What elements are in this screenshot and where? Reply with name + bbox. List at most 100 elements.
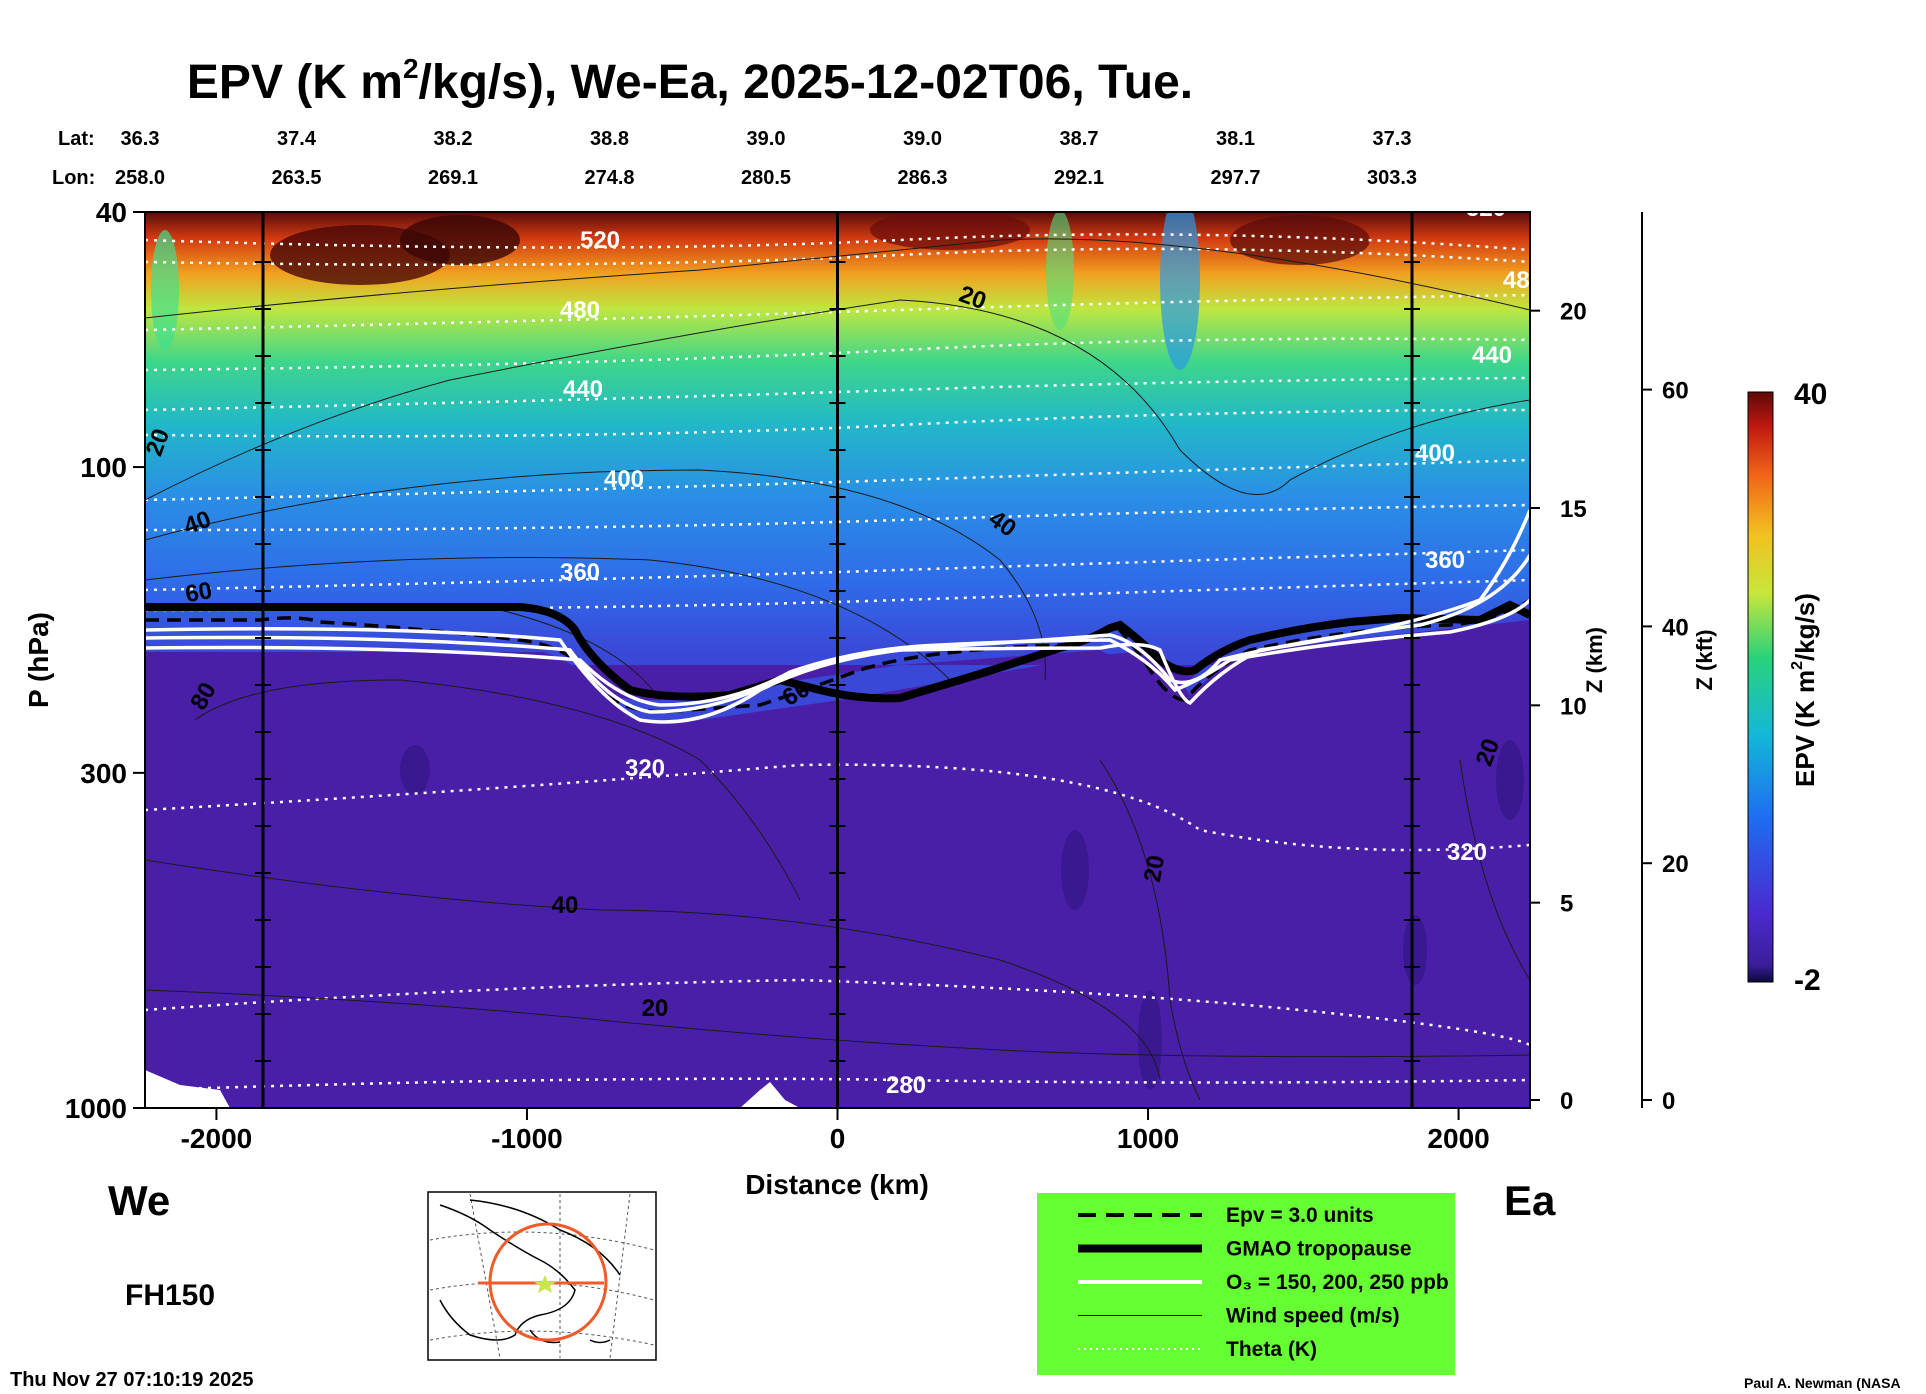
- lat-value: 37.4: [277, 128, 317, 150]
- theta-label: 320: [1447, 839, 1487, 866]
- colorbar-min: -2: [1794, 964, 1821, 997]
- z-km-tick-label: 10: [1560, 693, 1587, 720]
- surface-terrain: [145, 1070, 800, 1108]
- colorbar: [1747, 391, 1774, 983]
- theta-label: 400: [1415, 440, 1455, 467]
- wind-contour: [145, 469, 1046, 681]
- colorbar-label-post: /kg/s): [1790, 593, 1820, 661]
- y-axis-label: P (hPa): [23, 612, 54, 708]
- z-km-tick-label: 15: [1560, 496, 1587, 523]
- forecast-hour: FH150: [125, 1279, 215, 1312]
- ozone-250-contour: [145, 598, 1530, 707]
- theta-label: 520: [580, 227, 620, 254]
- chart-title: EPV (K m2/kg/s), We-Ea, 2025-12-02T06, T…: [187, 53, 1193, 109]
- theta-label: 400: [604, 466, 644, 493]
- theta-label: 480: [1503, 267, 1543, 294]
- wind-contour: [145, 299, 1530, 501]
- wind-label: 60: [183, 577, 214, 608]
- epv-low-blob: [1403, 915, 1427, 985]
- z-km-tick-label: 20: [1560, 299, 1587, 326]
- west-label: We: [108, 1177, 170, 1224]
- epv-low-blob: [400, 745, 430, 795]
- epv-max-patch: [400, 215, 520, 265]
- epv-max-patch: [870, 212, 1030, 250]
- wind-label: 40: [552, 892, 579, 919]
- z-kft-tick-label: 0: [1662, 1088, 1675, 1115]
- z-km-tick-label: 0: [1560, 1088, 1573, 1115]
- lon-value: 297.7: [1210, 167, 1260, 189]
- colorbar-label: EPV (K m2/kg/s): [1789, 593, 1820, 787]
- lat-value: 39.0: [747, 128, 786, 150]
- title-pre: EPV (K m: [187, 56, 403, 109]
- wind-contour: [145, 859, 1161, 1081]
- theta-label: 360: [1425, 547, 1465, 574]
- lon-value: 303.3: [1367, 167, 1417, 189]
- wind-contour: [194, 679, 801, 901]
- epv-low-blob: [1061, 830, 1089, 910]
- colorbar-label-sup: 2: [1789, 661, 1806, 670]
- wind-label: 20: [1139, 853, 1170, 884]
- z-km-tick-label: 5: [1560, 891, 1573, 918]
- lat-row-label: Lat:: [58, 128, 95, 150]
- legend-label: GMAO tropopause: [1226, 1238, 1412, 1261]
- lon-value: 280.5: [741, 167, 791, 189]
- epv-max-patch: [1230, 215, 1370, 265]
- lat-value: 39.0: [903, 128, 942, 150]
- y-tick-label: 1000: [65, 1093, 127, 1124]
- legend-label: Theta (K): [1226, 1338, 1317, 1361]
- x-tick-label: -2000: [181, 1123, 253, 1154]
- epv-low-blob: [1496, 740, 1524, 820]
- credit: Paul A. Newman (NASA: [1744, 1375, 1901, 1391]
- lat-value: 36.3: [121, 128, 160, 150]
- x-axis-label: Distance (km): [745, 1169, 929, 1200]
- east-label: Ea: [1504, 1177, 1556, 1224]
- theta-label: 280: [886, 1072, 926, 1099]
- lon-value: 258.0: [115, 167, 165, 189]
- tropopause-fold: [145, 620, 1530, 700]
- gmao-tropopause: [145, 600, 1530, 703]
- wind-label: 20: [642, 995, 669, 1022]
- lat-value: 38.8: [590, 128, 629, 150]
- x-tick-label: 2000: [1427, 1123, 1489, 1154]
- lon-value: 263.5: [271, 167, 321, 189]
- wind-contour: [1459, 759, 1530, 981]
- title-sup: 2: [403, 53, 419, 84]
- lon-value: 274.8: [584, 167, 634, 189]
- theta-label: 440: [1472, 342, 1512, 369]
- lat-value: 38.7: [1060, 128, 1099, 150]
- theta-label: 520: [1466, 195, 1506, 222]
- epv-low-plume: [151, 230, 179, 350]
- theta-contours: [145, 233, 1530, 1092]
- lon-row-label: Lon:: [52, 167, 95, 189]
- wind-contour: [145, 238, 1530, 319]
- theta-320: [145, 763, 1530, 852]
- epv-low-plume: [1160, 212, 1200, 370]
- y-tick-label: 100: [80, 452, 127, 483]
- theta-label: 360: [560, 559, 600, 586]
- lat-value: 38.2: [434, 128, 473, 150]
- y-tick-label: 300: [80, 758, 127, 789]
- legend-label: Wind speed (m/s): [1226, 1305, 1400, 1328]
- epv-low-plume: [1046, 212, 1074, 330]
- z-kft-tick-label: 40: [1662, 614, 1689, 641]
- lat-value: 37.3: [1373, 128, 1412, 150]
- colorbar-label-pre: EPV (K m: [1790, 670, 1820, 787]
- inset-center-star: [534, 1275, 556, 1293]
- legend-label: Epv = 3.0 units: [1226, 1204, 1374, 1227]
- theta-label: 480: [560, 297, 600, 324]
- wind-speed-contours: [145, 238, 1530, 1101]
- z-kft-tick-label: 60: [1662, 378, 1689, 405]
- inset-map: [427, 1191, 657, 1361]
- ozone-200-contour: [145, 554, 1530, 714]
- legend-label: O₃ = 150, 200, 250 ppb: [1226, 1271, 1449, 1294]
- plot-area: 520 480 440 400 360 320 280 520 480 440 400 360 320 2…: [145, 195, 1543, 1108]
- coastline: [439, 1199, 621, 1344]
- lat-value: 38.1: [1216, 128, 1255, 150]
- wind-contour: [1099, 759, 1201, 1101]
- z-km-axis-label: Z (km): [1582, 627, 1607, 693]
- title-post: /kg/s), We-Ea, 2025-12-02T06, Tue.: [419, 56, 1194, 109]
- lon-value: 286.3: [897, 167, 947, 189]
- x-tick-label: -1000: [491, 1123, 563, 1154]
- timestamp: Thu Nov 27 07:10:19 2025: [10, 1369, 253, 1391]
